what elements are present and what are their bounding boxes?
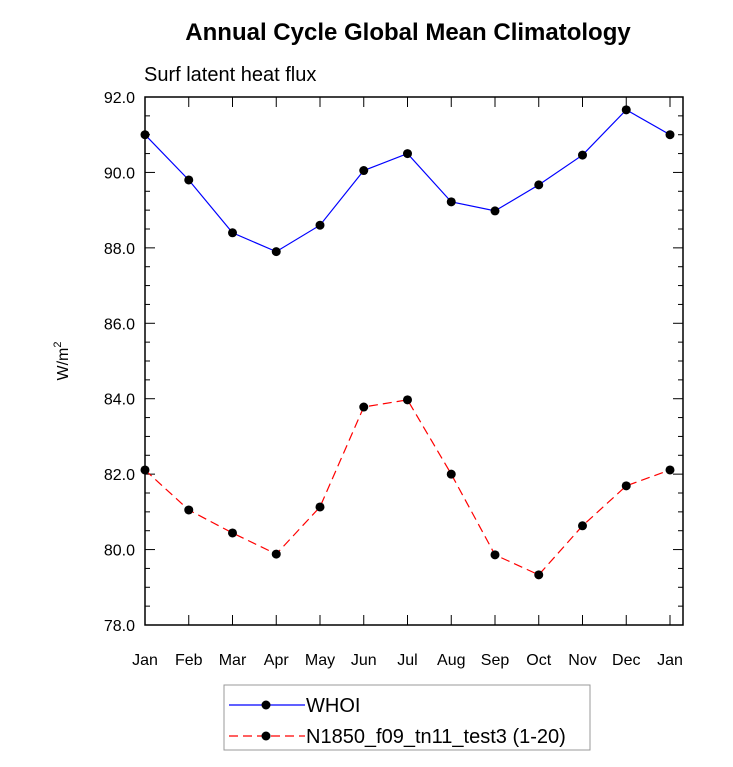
- data-point: [578, 150, 587, 160]
- chart-subtitle: Surf latent heat flux: [144, 64, 316, 86]
- series-line-0: [144, 109, 671, 253]
- data-point: [359, 402, 369, 412]
- data-point: [271, 549, 281, 559]
- data-point: [446, 469, 456, 479]
- series-line-1: [144, 399, 671, 576]
- x-tick-label: May: [305, 652, 335, 669]
- data-point: [228, 228, 237, 238]
- data-point: [184, 505, 194, 515]
- x-tick-label: Jul: [397, 652, 417, 669]
- data-point: [665, 130, 675, 140]
- data-point: [578, 521, 587, 531]
- legend-marker: [261, 731, 271, 741]
- data-point: [315, 502, 325, 512]
- x-tick-label: Jan: [657, 652, 683, 669]
- x-tick-label: Sep: [481, 652, 510, 669]
- x-tick-label: Apr: [264, 652, 290, 669]
- x-tick-label: Jun: [351, 652, 377, 669]
- data-point: [534, 570, 544, 580]
- x-tick-label: Nov: [568, 652, 596, 669]
- legend-box: [223, 684, 591, 751]
- y-tick-label: 78.0: [104, 618, 135, 635]
- data-point: [665, 465, 675, 475]
- data-point: [621, 105, 631, 115]
- y-axis-label: W/m2: [52, 342, 72, 381]
- x-tick-label: Mar: [219, 652, 247, 669]
- y-tick-label: 84.0: [104, 392, 135, 409]
- svg-text:W/m2: W/m2: [52, 342, 72, 381]
- data-point: [534, 180, 544, 190]
- data-point: [184, 175, 194, 185]
- y-tick-label: 82.0: [104, 467, 135, 484]
- legend-label-0: WHOI: [306, 695, 360, 717]
- x-tick-label: Jan: [132, 652, 158, 669]
- data-point: [621, 481, 631, 491]
- data-point: [403, 149, 412, 159]
- x-tick-label: Aug: [437, 652, 465, 669]
- y-tick-label: 92.0: [104, 90, 135, 107]
- data-point: [490, 550, 500, 560]
- y-tick-label: 88.0: [104, 241, 135, 258]
- data-point: [140, 465, 150, 475]
- data-point: [490, 206, 500, 216]
- legend-label-1: N1850_f09_tn11_test3 (1-20): [306, 726, 566, 748]
- data-point: [228, 528, 237, 538]
- plot-frame: [144, 96, 684, 626]
- chart-title: Annual Cycle Global Mean Climatology: [185, 19, 631, 46]
- y-tick-label: 90.0: [104, 165, 135, 182]
- y-tick-label: 80.0: [104, 543, 135, 560]
- x-tick-label: Oct: [526, 652, 551, 669]
- data-point: [359, 166, 369, 176]
- x-tick-label: Feb: [175, 652, 203, 669]
- data-point: [446, 197, 456, 207]
- y-tick-label: 86.0: [104, 316, 135, 333]
- data-point: [140, 130, 150, 140]
- legend-marker: [261, 700, 271, 710]
- x-tick-label: Dec: [612, 652, 640, 669]
- data-point: [271, 247, 281, 257]
- legend: WHOI N1850_f09_tn11_test3 (1-20): [229, 695, 566, 748]
- data-point: [315, 220, 325, 230]
- data-point: [403, 395, 412, 405]
